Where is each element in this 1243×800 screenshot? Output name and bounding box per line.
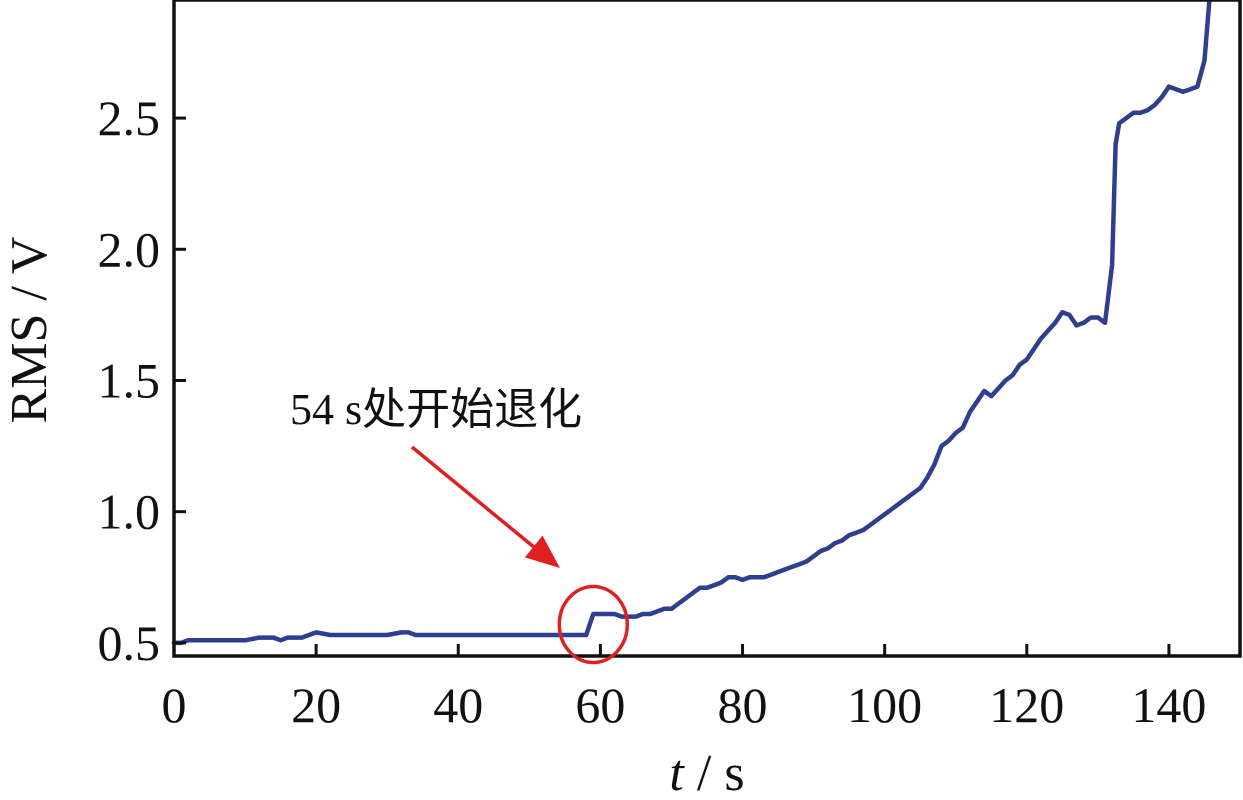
annotation-arrow-head bbox=[524, 535, 560, 568]
x-tick-label: 140 bbox=[1131, 677, 1206, 733]
x-ticks: 0 20 40 60 80 100 120 140 bbox=[162, 644, 1206, 733]
y-tick-label: 0.5 bbox=[98, 615, 161, 671]
x-tick-label: 100 bbox=[847, 677, 922, 733]
x-axis-label: t / s bbox=[669, 745, 744, 795]
plot-frame bbox=[172, 0, 1242, 658]
x-tick-label: 0 bbox=[162, 677, 187, 733]
x-tick-label: 40 bbox=[433, 677, 483, 733]
axis-labels: t / s RMS / V bbox=[1, 237, 745, 800]
x-axis-label-unit: s bbox=[724, 745, 744, 795]
y-tick-label: 2.0 bbox=[98, 221, 161, 277]
x-tick-label: 120 bbox=[989, 677, 1064, 733]
annotation-layer-front: 54 s处开始退化 bbox=[290, 385, 630, 665]
y-tick-label: 2.5 bbox=[98, 90, 161, 146]
x-tick-label: 80 bbox=[718, 677, 768, 733]
axes-layer bbox=[172, 0, 1242, 658]
rms-series-line bbox=[171, 0, 1212, 646]
y-axis-label: RMS / V bbox=[1, 237, 58, 424]
y-tick-label: 1.0 bbox=[98, 484, 161, 540]
series-layer bbox=[171, 0, 1212, 646]
x-axis-label-variable: t bbox=[669, 745, 685, 795]
annotation-arrow-line bbox=[410, 445, 548, 559]
y-ticks: 0.5 1.0 1.5 2.0 2.5 bbox=[98, 90, 186, 671]
x-tick-label: 20 bbox=[291, 677, 341, 733]
x-tick-label: 60 bbox=[575, 677, 625, 733]
x-axis-label-separator: / bbox=[684, 745, 724, 795]
annotation-text: 54 s处开始退化 bbox=[290, 385, 582, 434]
annotation-circle bbox=[557, 584, 630, 665]
y-tick-label: 1.5 bbox=[98, 352, 161, 408]
